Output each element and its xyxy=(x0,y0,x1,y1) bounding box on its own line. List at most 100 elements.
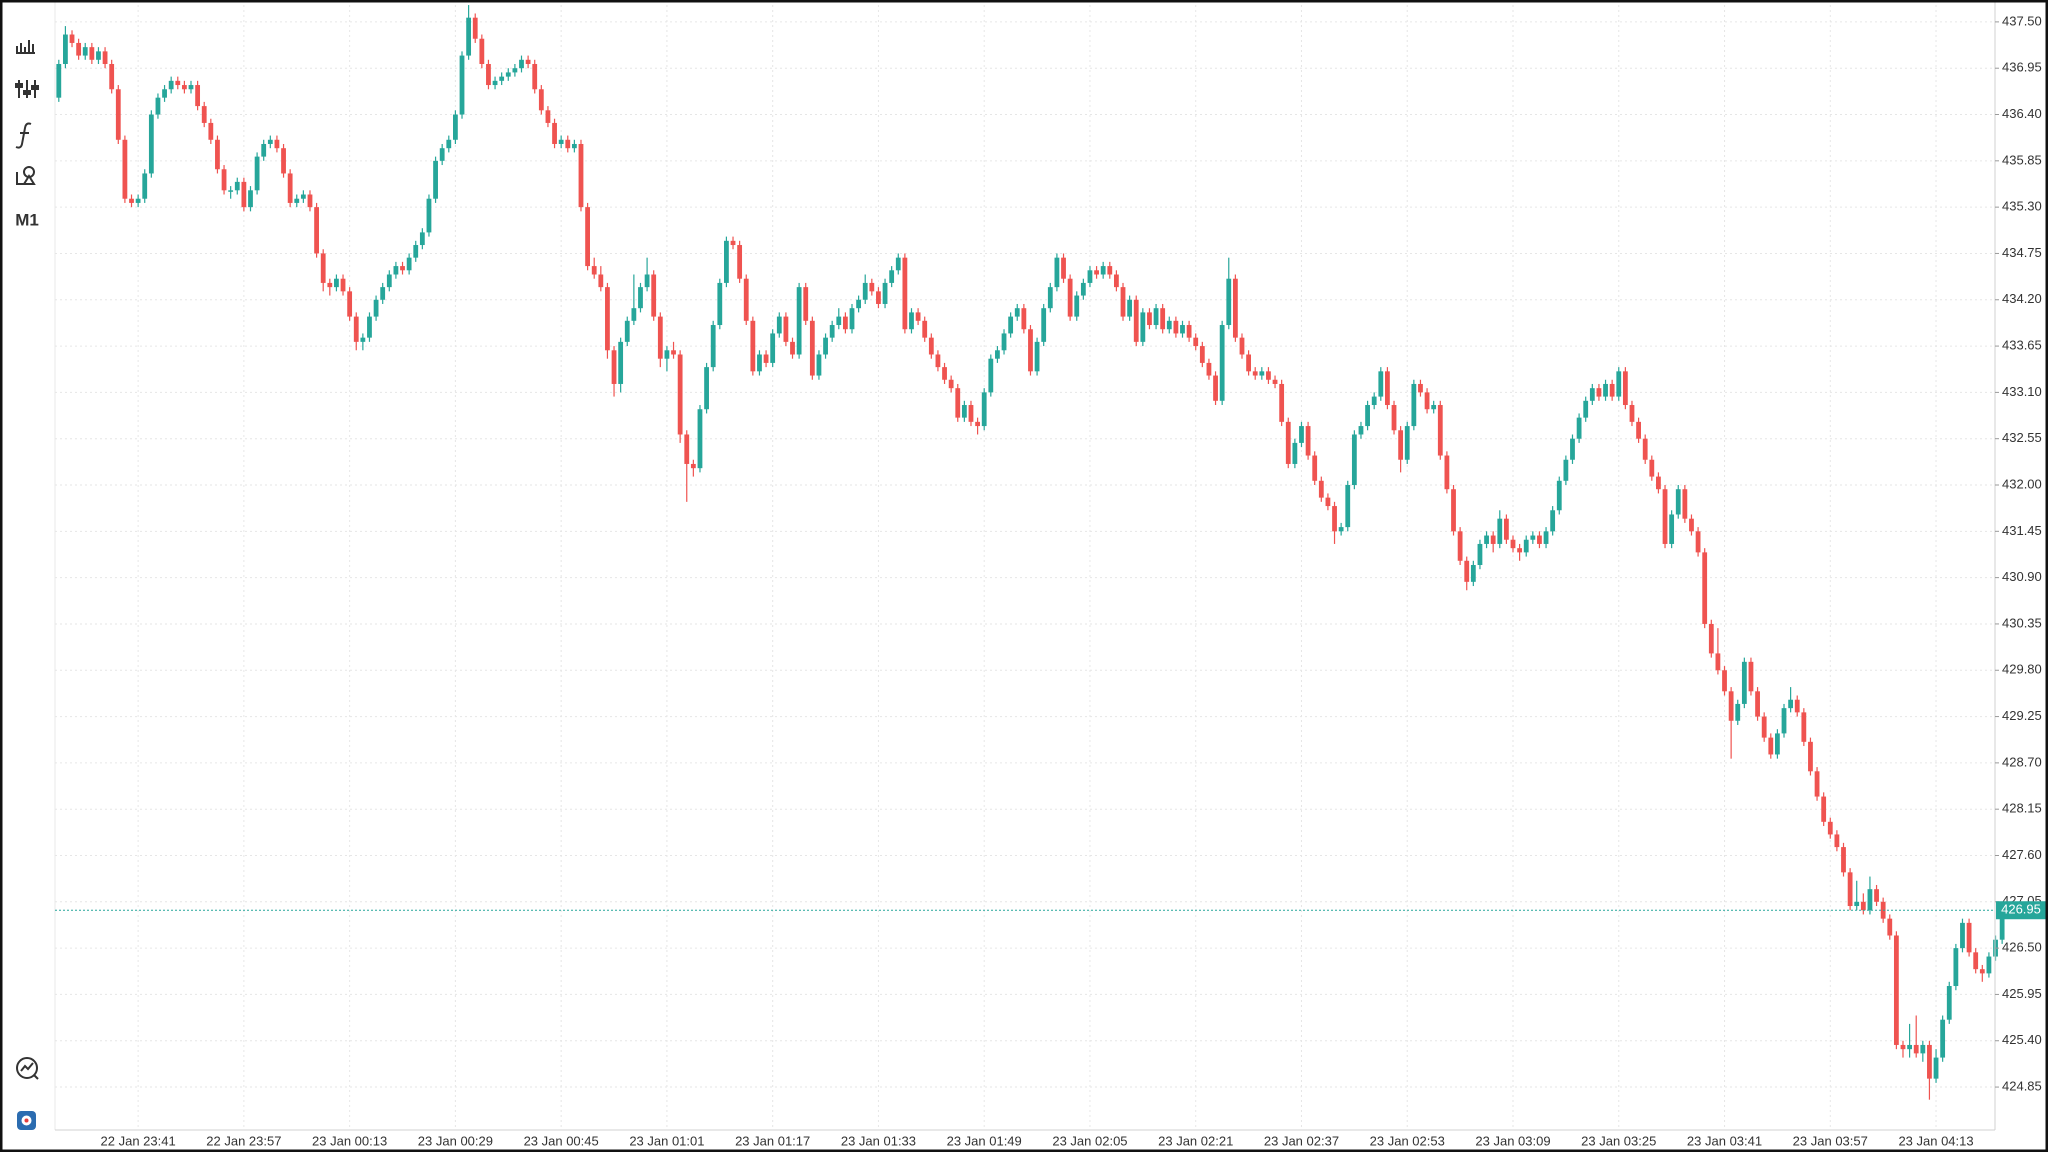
candle-body xyxy=(201,106,207,123)
candle-body xyxy=(63,34,68,64)
candle-body xyxy=(69,34,75,43)
candle-body xyxy=(267,139,273,144)
candle-body xyxy=(1874,889,1879,902)
candle-body xyxy=(1510,539,1516,549)
candle-body xyxy=(1034,341,1040,372)
candle-body xyxy=(743,278,749,321)
candle-body xyxy=(386,274,392,288)
candle-body xyxy=(1503,518,1509,540)
candle-body xyxy=(300,194,306,199)
candle-body xyxy=(532,63,538,90)
candle-body xyxy=(724,240,729,283)
candle-body xyxy=(499,76,505,81)
candle-body xyxy=(512,68,518,73)
candle-body xyxy=(1801,712,1807,742)
x-tick-label: 23 Jan 00:29 xyxy=(418,1133,493,1148)
candle-body xyxy=(1933,1057,1939,1079)
candle-body xyxy=(1008,316,1014,334)
candle-body xyxy=(168,80,174,90)
y-tick-label: 434.75 xyxy=(2002,245,2042,260)
y-tick-label: 428.15 xyxy=(2002,801,2042,816)
candle-body xyxy=(188,85,194,90)
x-tick-label: 23 Jan 00:45 xyxy=(524,1133,599,1148)
candle-body xyxy=(1385,371,1390,406)
candle-body xyxy=(76,42,82,56)
candle-body xyxy=(505,72,511,77)
y-tick-label: 437.50 xyxy=(2002,13,2042,28)
drawing-tools-icon[interactable] xyxy=(16,166,36,185)
candle-body xyxy=(1702,552,1708,624)
candle-body xyxy=(1318,480,1324,498)
candle-body xyxy=(1312,455,1318,481)
x-tick-label: 23 Jan 01:17 xyxy=(735,1133,810,1148)
candle-body xyxy=(1160,308,1166,330)
candle-body xyxy=(1147,312,1152,326)
candle-body xyxy=(307,194,313,208)
y-tick-label: 433.10 xyxy=(2002,384,2042,399)
function-icon[interactable] xyxy=(15,122,32,149)
analysis-icon[interactable] xyxy=(16,1057,39,1080)
candle-body xyxy=(677,354,683,435)
candle-body xyxy=(1827,821,1833,835)
candle-body xyxy=(1424,392,1430,410)
y-tick-label: 435.85 xyxy=(2002,152,2042,167)
candle-body xyxy=(1232,278,1238,338)
candle-body xyxy=(598,274,604,288)
candle-body xyxy=(869,282,875,292)
candle-body xyxy=(1781,708,1787,734)
y-tick-label: 436.40 xyxy=(2002,106,2042,121)
indicators-icon[interactable] xyxy=(15,80,39,98)
candle-body xyxy=(1530,535,1536,540)
candle-body xyxy=(274,139,280,149)
candle-body xyxy=(915,312,921,321)
candle-body xyxy=(862,282,868,300)
candle-body xyxy=(1735,703,1741,721)
candle-body xyxy=(1755,691,1760,717)
candle-body xyxy=(155,97,161,115)
candle-body xyxy=(1345,485,1351,528)
candle-body xyxy=(380,287,386,300)
candle-body xyxy=(1371,396,1377,406)
x-tick-label: 23 Jan 03:57 xyxy=(1793,1133,1868,1148)
candle-body xyxy=(1451,489,1456,532)
candle-body xyxy=(1517,548,1523,553)
x-tick-label: 23 Jan 01:49 xyxy=(947,1133,1022,1148)
candle-body xyxy=(611,350,617,384)
x-tick-label: 22 Jan 23:41 xyxy=(101,1133,176,1148)
candle-body xyxy=(472,17,478,39)
candle-body xyxy=(413,245,419,258)
candle-body xyxy=(327,282,333,288)
candle-body xyxy=(882,282,888,304)
candle-body xyxy=(1477,543,1483,565)
candle-body xyxy=(809,320,815,376)
candle-body xyxy=(1543,531,1549,544)
candle-body xyxy=(1464,560,1470,582)
candle-body xyxy=(1133,299,1139,342)
candle-body xyxy=(486,63,491,86)
candle-body xyxy=(248,190,253,208)
candle-body xyxy=(1054,257,1060,288)
candle-body xyxy=(704,367,709,410)
y-tick-label: 432.55 xyxy=(2002,430,2042,445)
candle-body xyxy=(1728,691,1734,721)
candle-body xyxy=(1900,1044,1906,1050)
candle-body xyxy=(519,59,524,69)
app-icon[interactable] xyxy=(17,1111,36,1130)
candle-body xyxy=(1576,417,1582,439)
candle-body xyxy=(1272,379,1278,384)
candle-body xyxy=(1074,295,1080,317)
candle-body xyxy=(1768,737,1774,755)
candle-body xyxy=(538,89,544,111)
x-tick-label: 23 Jan 02:37 xyxy=(1264,1133,1339,1148)
candle-body xyxy=(1411,383,1417,427)
candle-body xyxy=(591,266,597,275)
chart-type-icon[interactable] xyxy=(16,40,35,54)
candle-body xyxy=(1226,278,1232,326)
candles xyxy=(55,5,2005,1100)
candle-body xyxy=(1028,329,1033,372)
x-tick-label: 23 Jan 02:53 xyxy=(1370,1133,1445,1148)
candle-body xyxy=(1708,623,1714,654)
candle-body xyxy=(776,316,782,334)
timeframe-button[interactable]: M1 xyxy=(15,210,39,229)
current-price-label: 426.95 xyxy=(2001,902,2041,917)
